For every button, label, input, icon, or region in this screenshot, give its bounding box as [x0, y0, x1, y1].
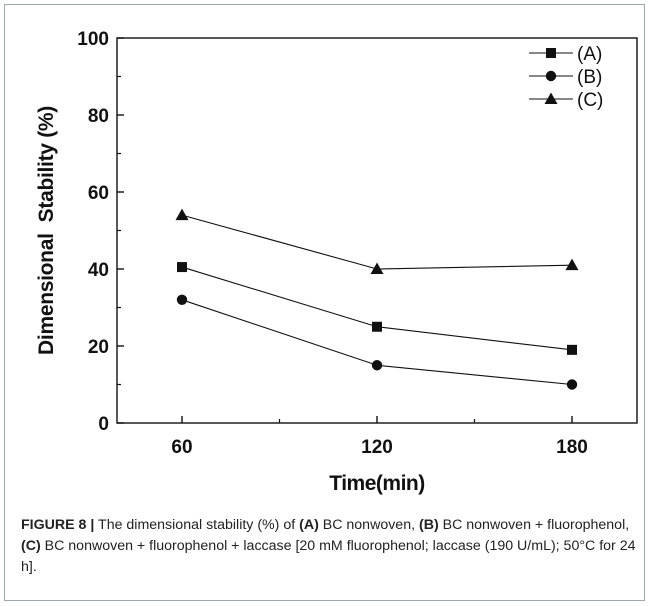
data-point-2-3 — [566, 379, 578, 390]
caption-b-label: (B) — [418, 517, 439, 533]
caption-text-2: BC nonwoven, — [318, 517, 419, 533]
x-axis-label: Time(min) — [329, 472, 424, 495]
series-line-3 — [181, 214, 573, 270]
figure-frame: 0 20 40 60 80 100 60 120 180 Time(min) Dimensional… — [4, 4, 645, 601]
y-tick-label: 60 — [88, 183, 109, 204]
legend-marker-2 — [545, 70, 557, 82]
series-line-2 — [181, 299, 573, 386]
figure-label: FIGURE 8 | — [21, 517, 95, 533]
x-tick-label: 180 — [556, 437, 588, 458]
legend-label-2: (B) — [577, 67, 602, 88]
data-point-3-2 — [370, 262, 384, 274]
y-axis-label: Dimensional Stability (%) — [35, 106, 58, 355]
data-point-2-1 — [176, 294, 188, 305]
figure-caption: FIGURE 8 | The dimensional stability (%)… — [21, 515, 636, 578]
y-tick-label: 100 — [77, 29, 109, 50]
y-tick-label: 80 — [88, 106, 109, 127]
legend-label-1: (A) — [577, 44, 602, 65]
data-point-3-1 — [175, 208, 189, 221]
y-tick-label: 20 — [88, 337, 109, 358]
data-point-3-3 — [565, 258, 579, 271]
data-point-2-2 — [371, 360, 383, 371]
data-point-1-3 — [567, 344, 577, 355]
chart: 0 20 40 60 80 100 60 120 180 Time(min) Dimensional… — [35, 29, 638, 495]
caption-text-1: The dimensional stability (%) of — [94, 517, 300, 533]
data-point-1-2 — [372, 321, 382, 332]
data-point-1-1 — [177, 262, 187, 273]
caption-text-4: BC nonwoven + fluorophenol + laccase [20… — [21, 538, 636, 575]
legend-marker-1 — [546, 48, 556, 58]
x-tick-label: 60 — [171, 437, 192, 458]
caption-c-label: (C) — [21, 538, 41, 554]
legend-marker-3 — [544, 92, 558, 104]
series-line-1 — [181, 266, 573, 351]
x-tick-label: 120 — [361, 437, 393, 458]
caption-a-label: (A) — [299, 517, 319, 533]
y-tick-label: 40 — [88, 260, 109, 281]
y-tick-label: 0 — [98, 414, 109, 435]
legend-label-3: (C) — [577, 90, 603, 111]
caption-text-3: BC nonwoven + fluorophenol, — [438, 517, 630, 533]
